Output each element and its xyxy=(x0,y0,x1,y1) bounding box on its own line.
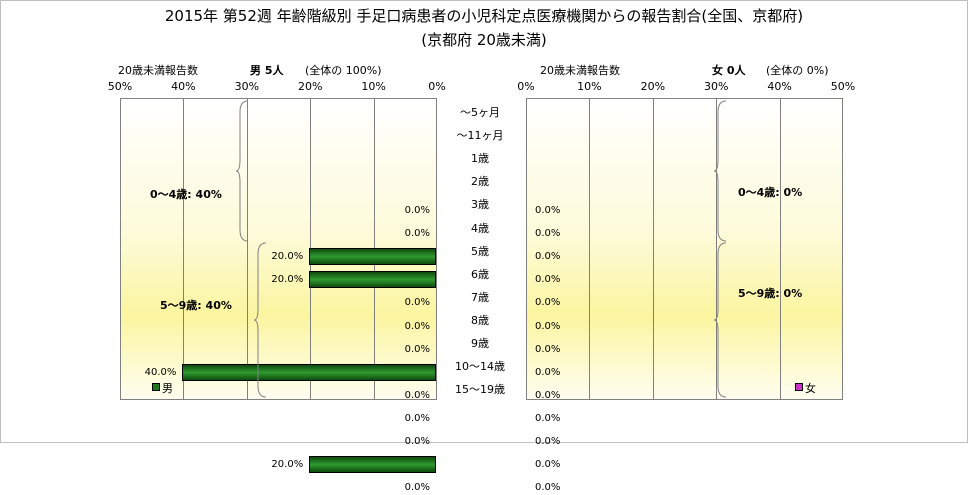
male-x-tick: 0% xyxy=(428,80,446,93)
female-group-label-0-4: 0～4歳: 0% xyxy=(738,186,803,199)
male-value-label: 0.0% xyxy=(404,412,430,424)
male-bar xyxy=(309,271,436,289)
category-label: 3歳 xyxy=(471,198,489,212)
female-value-label: 0.0% xyxy=(535,274,561,286)
female-group-label-5-9: 5～9歳: 0% xyxy=(738,287,803,300)
chart-subtitle: (京都府 20歳未満) xyxy=(421,31,547,49)
male-bar xyxy=(182,363,436,381)
female-gridline xyxy=(589,99,591,399)
female-x-tick: 20% xyxy=(640,80,666,93)
female-header-label: 20歳未満報告数 xyxy=(540,64,620,77)
female-x-tick: 40% xyxy=(767,80,792,93)
female-value-label: 0.0% xyxy=(535,412,561,424)
male-bar xyxy=(309,248,436,266)
male-header-pct: (全体の 100%) xyxy=(305,64,382,77)
female-brace-0-4 xyxy=(714,100,727,242)
female-value-label: 0.0% xyxy=(535,459,561,471)
male-x-tick: 10% xyxy=(361,80,386,93)
female-value-label: 0.0% xyxy=(535,389,561,401)
male-value-label: 20.0% xyxy=(271,459,304,471)
male-bar xyxy=(309,456,436,474)
female-value-label: 0.0% xyxy=(535,320,561,332)
female-value-label: 0.0% xyxy=(535,228,561,240)
male-value-label: 0.0% xyxy=(404,205,430,216)
female-plot-area: 0.0% 0.0% 0.0% 0.0% 0.0% 0.0% 0.0% 0.0% 0.0% 0.0%… xyxy=(526,98,843,493)
female-value-label: 0.0% xyxy=(535,297,561,309)
male-value-label: 20.0% xyxy=(271,251,304,263)
male-value-label: 0.0% xyxy=(404,389,430,401)
male-plot-area: 0.0% 0.0% 20.0% 20.0% 0.0% 0.0% 0.0% 40.0% 0.0% 0… xyxy=(120,98,437,493)
female-x-tick: 50% xyxy=(830,80,856,93)
male-group-label-0-4: 0～4歳: 40% xyxy=(150,188,222,201)
female-x-tick: 10% xyxy=(577,80,602,93)
female-value-label: 0.0% xyxy=(535,482,561,494)
male-x-tick: 20% xyxy=(297,80,323,93)
category-label: 5歳 xyxy=(471,244,489,258)
male-value-label: 40.0% xyxy=(144,366,177,378)
female-brace-5-9 xyxy=(714,242,727,398)
category-label: 8歳 xyxy=(471,313,489,327)
male-header-count: 男 5人 xyxy=(250,64,284,77)
category-label: 4歳 xyxy=(471,221,489,235)
male-brace-5-9 xyxy=(254,242,267,398)
female-x-tick: 0% xyxy=(517,80,535,93)
category-label: 10～14歳 xyxy=(455,360,505,374)
male-x-tick: 50% xyxy=(107,80,133,93)
chart-title: 2015年 第52週 年齢階級別 手足口病患者の小児科定点医療機関からの報告割合… xyxy=(164,7,804,25)
male-group-label-5-9: 5～9歳: 40% xyxy=(160,299,232,312)
category-label: 6歳 xyxy=(471,267,489,281)
male-gridline xyxy=(246,99,248,399)
male-legend: 男 xyxy=(152,382,173,396)
category-label: 9歳 xyxy=(471,337,489,350)
male-brace-0-4 xyxy=(236,100,249,242)
female-gridline xyxy=(652,99,654,399)
male-header-label: 20歳未満報告数 xyxy=(118,64,198,77)
female-value-label: 0.0% xyxy=(535,436,561,447)
male-value-label: 0.0% xyxy=(404,436,430,447)
female-legend-swatch xyxy=(795,383,803,391)
category-label: 1歳 xyxy=(471,152,489,166)
female-header-count: 女 0人 xyxy=(712,64,746,77)
male-x-tick: 30% xyxy=(234,80,260,93)
category-label: 15～19歳 xyxy=(455,383,505,397)
female-gridline xyxy=(716,99,718,399)
category-label: 2歳 xyxy=(471,175,489,189)
female-value-label: 0.0% xyxy=(535,366,561,378)
male-value-label: 0.0% xyxy=(404,320,430,332)
male-gridline xyxy=(183,99,185,399)
male-value-label: 0.0% xyxy=(404,297,430,309)
female-header-pct: (全体の 0%) xyxy=(766,64,829,77)
category-label: ～11ヶ月 xyxy=(456,129,504,143)
female-value-label: 0.0% xyxy=(535,343,561,355)
male-value-label: 0.0% xyxy=(404,228,430,240)
female-legend: 女 xyxy=(795,382,816,396)
female-x-tick: 30% xyxy=(703,80,729,93)
category-label: ～5ヶ月 xyxy=(460,106,500,119)
male-value-label: 20.0% xyxy=(271,274,304,286)
category-label: 7歳 xyxy=(471,290,489,304)
female-value-label: 0.0% xyxy=(535,205,561,216)
male-x-tick: 40% xyxy=(171,80,196,93)
female-value-label: 0.0% xyxy=(535,251,561,263)
male-value-label: 0.0% xyxy=(404,343,430,355)
male-value-label: 0.0% xyxy=(404,482,430,494)
female-gridline xyxy=(779,99,781,399)
male-legend-swatch xyxy=(152,383,160,391)
